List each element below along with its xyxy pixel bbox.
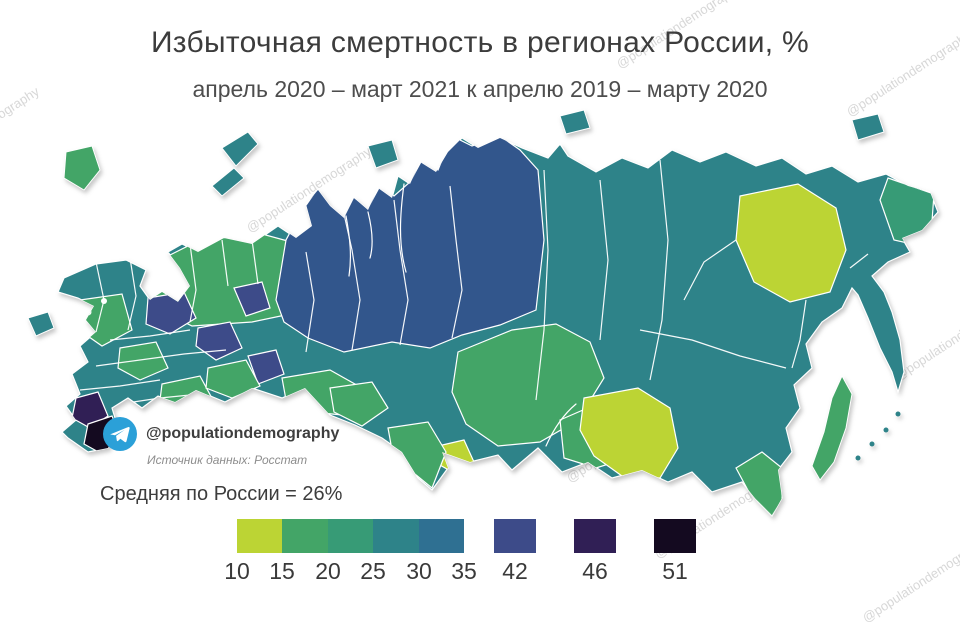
region-center-navy-3 bbox=[233, 281, 271, 317]
legend-label-15: 15 bbox=[269, 558, 295, 584]
island-franz-josef bbox=[63, 145, 101, 191]
island-novaya-zemlya-north bbox=[221, 131, 259, 167]
page-subtitle: апрель 2020 – март 2021 к апрелю 2019 – … bbox=[192, 76, 768, 102]
island-wrangel bbox=[851, 113, 885, 141]
average-note: Средняя по России = 26% bbox=[100, 483, 343, 505]
legend-label-46: 46 bbox=[582, 558, 608, 584]
region-border bbox=[127, 257, 137, 331]
region-border bbox=[251, 239, 259, 285]
region-southwest-siberia bbox=[329, 381, 389, 427]
legend-label-51: 51 bbox=[662, 558, 688, 584]
region-border bbox=[849, 253, 869, 269]
region-border bbox=[95, 349, 227, 367]
telegram-handle[interactable]: @populationdemography bbox=[146, 425, 340, 442]
lake-baikal bbox=[545, 403, 577, 447]
legend-label-42: 42 bbox=[502, 558, 528, 584]
region-border bbox=[221, 239, 229, 287]
region-amur bbox=[579, 387, 679, 479]
legend-swatch-20-25 bbox=[327, 519, 374, 553]
region-border bbox=[639, 329, 787, 369]
island-sakhalin bbox=[811, 374, 853, 481]
region-kaliningrad bbox=[27, 311, 55, 337]
region-border bbox=[535, 169, 549, 401]
data-source: Источник данных: Росстат bbox=[147, 453, 308, 467]
region-border bbox=[599, 179, 609, 341]
region-border bbox=[305, 251, 315, 353]
island-severnaya-zemlya bbox=[367, 139, 399, 169]
region-border bbox=[393, 199, 409, 346]
legend-swatch-51 bbox=[654, 519, 696, 553]
region-border bbox=[791, 299, 807, 369]
island-kuril bbox=[895, 411, 901, 417]
region-border bbox=[109, 329, 191, 341]
legend-swatch-15-20 bbox=[282, 519, 328, 553]
region-volga-green-1 bbox=[117, 341, 169, 381]
region-border bbox=[79, 379, 161, 391]
island-new-siberian bbox=[559, 109, 591, 135]
region-center-navy-4 bbox=[247, 349, 285, 385]
taz-gulf bbox=[367, 211, 373, 259]
region-border bbox=[189, 243, 197, 323]
legend-color-bar bbox=[237, 519, 465, 553]
island-kuril bbox=[883, 427, 889, 433]
region-border bbox=[159, 249, 167, 293]
legend-label-30: 30 bbox=[406, 558, 432, 584]
region-border bbox=[683, 239, 737, 301]
legend-swatch-10-15 bbox=[237, 519, 283, 553]
region-west-siberia bbox=[275, 138, 545, 353]
legend: 10 15 20 25 30 35 42 46 51 bbox=[0, 519, 960, 609]
region-magadan bbox=[735, 183, 847, 303]
island-novaya-zemlya-south bbox=[211, 167, 245, 197]
page-title: Избыточная смертность в регионах России,… bbox=[150, 26, 810, 59]
island-kuril bbox=[855, 455, 861, 461]
legend-swatch-25-30 bbox=[373, 519, 419, 553]
ob-gulf bbox=[345, 215, 352, 277]
legend-label-25: 25 bbox=[360, 558, 386, 584]
branding-block: @populationdemography bbox=[103, 417, 339, 451]
yenisei-gulf bbox=[399, 183, 407, 273]
legend-label-10: 10 bbox=[224, 558, 250, 584]
region-border bbox=[649, 159, 669, 381]
legend-swatch-46 bbox=[574, 519, 616, 553]
region-center-navy-2 bbox=[195, 321, 243, 361]
legend-label-35: 35 bbox=[451, 558, 477, 584]
island-kuril bbox=[869, 441, 875, 447]
lake-onega bbox=[101, 298, 107, 304]
legend-swatch-30-35 bbox=[418, 519, 465, 553]
region-border bbox=[449, 185, 463, 339]
legend-swatch-42 bbox=[494, 519, 536, 553]
telegram-icon bbox=[103, 417, 137, 451]
legend-label-20: 20 bbox=[315, 558, 341, 584]
